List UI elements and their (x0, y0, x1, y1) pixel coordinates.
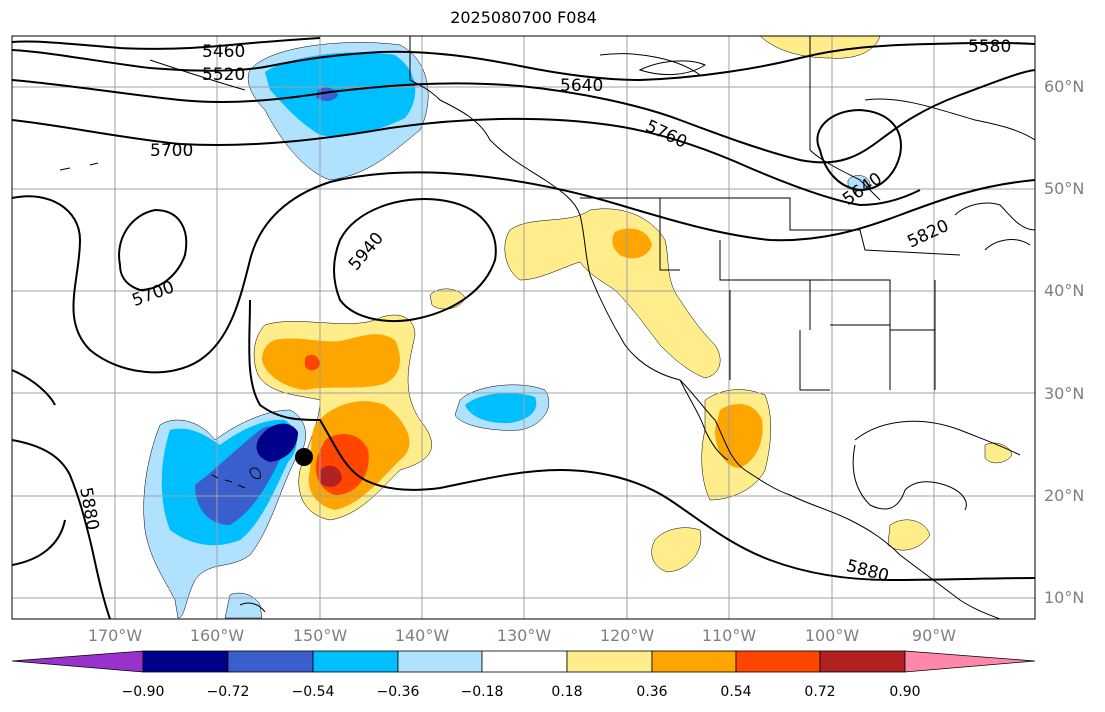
contour-label: 5520 (202, 65, 245, 85)
positive-anomaly-southern-mexico (651, 527, 702, 573)
colorbar-swatch (819, 650, 906, 673)
colorbar-swatch (397, 650, 483, 673)
colorbar-tick: −0.72 (206, 684, 250, 700)
height-contours (12, 37, 1035, 619)
map-title: 2025080700 F084 (450, 8, 597, 27)
lon-label-170w: 170°W (87, 626, 143, 645)
contour-label: 5460 (202, 42, 245, 62)
colorbar-tick: −0.36 (376, 684, 420, 700)
lat-label-10n: 10°N (1044, 588, 1085, 607)
colorbar-tick: 0.90 (889, 684, 921, 700)
lat-label-30n: 30°N (1044, 384, 1085, 403)
lon-label-120w: 120°W (599, 626, 655, 645)
contour-label: 5580 (968, 37, 1011, 57)
lat-label-50n: 50°N (1044, 179, 1085, 198)
lon-label-160w: 160°W (189, 626, 245, 645)
lon-label-90w: 90°W (911, 626, 957, 645)
colorbar-tick: 0.36 (636, 684, 668, 700)
contour-label: 5640 (560, 76, 603, 96)
colorbar-extend-low (11, 650, 144, 673)
lon-label-110w: 110°W (701, 626, 757, 645)
map-frame (11, 35, 1036, 620)
colorbar-tick: −0.18 (460, 684, 504, 700)
lon-label-100w: 100°W (804, 626, 860, 645)
colorbar-swatch (312, 650, 399, 673)
lon-label-140w: 140°W (394, 626, 450, 645)
positive-anomaly-central-america (887, 519, 931, 551)
lat-label-40n: 40°N (1044, 281, 1085, 300)
colorbar-swatch (735, 650, 821, 673)
colorbar-tick: −0.90 (121, 684, 165, 700)
contour-label: 5700 (150, 141, 193, 161)
colorbar-tick: 0.72 (804, 684, 836, 700)
lat-label-20n: 20°N (1044, 486, 1085, 505)
lon-label-130w: 130°W (496, 626, 552, 645)
storm-center-marker (295, 448, 313, 466)
colorbar-swatch (651, 650, 737, 673)
coastlines (59, 36, 1035, 619)
colorbar-tick: 0.54 (720, 684, 752, 700)
colorbar-swatch (566, 650, 653, 673)
colorbar (11, 650, 1036, 673)
colorbar-swatch (227, 650, 314, 673)
colorbar-tick: −0.54 (291, 684, 335, 700)
colorbar-swatch (481, 650, 568, 673)
colorbar-tick: 0.18 (551, 684, 583, 700)
lat-label-60n: 60°N (1044, 77, 1085, 96)
positive-anomaly-west-us (504, 208, 721, 379)
colorbar-extend-high (904, 650, 1036, 673)
shaded-anomaly-fields (143, 36, 1013, 619)
lon-label-150w: 150°W (292, 626, 348, 645)
colorbar-swatch (142, 650, 229, 673)
